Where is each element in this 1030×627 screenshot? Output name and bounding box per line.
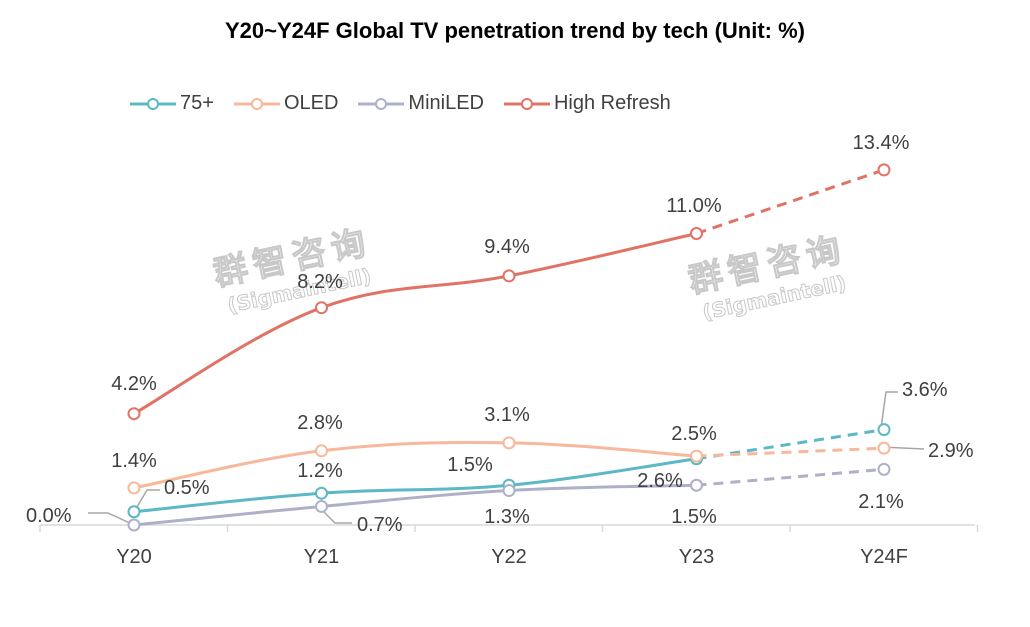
- data-point[interactable]: [690, 449, 703, 463]
- label-leader-line: [880, 391, 898, 429]
- data-label: 2.5%: [671, 423, 717, 445]
- data-point[interactable]: [502, 436, 516, 450]
- series-forecast-line-1: [696, 446, 885, 458]
- legend-item-high-refresh[interactable]: High Refresh: [503, 92, 671, 115]
- series-line-2: [133, 483, 697, 527]
- data-label: 2.9%: [928, 440, 974, 462]
- data-label: 13.4%: [853, 132, 910, 154]
- series-line-0: [133, 457, 697, 514]
- data-label: 0.5%: [164, 477, 210, 499]
- x-tick-label: Y24F: [860, 546, 908, 568]
- data-point[interactable]: [127, 407, 141, 421]
- data-label: 3.1%: [484, 404, 530, 426]
- data-label: 11.0%: [666, 195, 721, 217]
- legend-marker-oled: [233, 97, 280, 110]
- legend-marker-miniled: [358, 97, 405, 110]
- data-label: 4.2%: [111, 373, 157, 395]
- x-tick-label: Y20: [116, 546, 152, 568]
- label-leader-line: [319, 507, 352, 524]
- data-point[interactable]: [127, 505, 141, 519]
- data-label: 2.8%: [297, 412, 343, 434]
- x-tick-label: Y23: [679, 546, 715, 568]
- data-label: 0.0%: [26, 505, 72, 527]
- series-forecast-line-2: [696, 467, 885, 487]
- data-label: 1.5%: [671, 506, 717, 528]
- legend-item-miniled[interactable]: MiniLED: [358, 92, 484, 115]
- series-line-3: [133, 232, 697, 416]
- label-leader-line: [88, 512, 135, 526]
- data-label: 9.4%: [484, 236, 530, 258]
- data-point[interactable]: [315, 301, 328, 315]
- data-label: 1.3%: [484, 506, 530, 528]
- data-label: 2.6%: [637, 470, 683, 492]
- data-point[interactable]: [877, 163, 891, 177]
- data-label: 0.7%: [357, 514, 403, 536]
- x-tick-label: Y21: [304, 546, 340, 568]
- legend-marker-high-refresh: [503, 97, 550, 110]
- label-leader-line: [133, 489, 160, 513]
- x-tick-label: Y22: [491, 546, 527, 568]
- legend-marker-75plus: [130, 97, 176, 110]
- data-point[interactable]: [690, 227, 703, 240]
- data-label: 1.5%: [447, 454, 493, 476]
- data-point[interactable]: [690, 478, 703, 492]
- data-point[interactable]: [315, 486, 328, 500]
- data-point[interactable]: [502, 484, 516, 498]
- data-point[interactable]: [127, 481, 141, 495]
- legend-label-high-refresh: High Refresh: [553, 92, 671, 114]
- data-point[interactable]: [877, 423, 891, 437]
- series-forecast-line-0: [696, 428, 885, 461]
- series-line-1: [133, 441, 697, 490]
- data-label: 3.6%: [902, 379, 948, 401]
- data-point[interactable]: [315, 444, 328, 458]
- data-label: 1.4%: [111, 450, 157, 472]
- data-point[interactable]: [877, 441, 891, 455]
- legend-item-oled[interactable]: OLED: [233, 92, 339, 115]
- legend: 75+ OLED MiniLED High Refresh: [130, 92, 691, 115]
- legend-item-75plus[interactable]: 75+: [130, 92, 214, 115]
- data-point[interactable]: [127, 518, 141, 532]
- data-point[interactable]: [502, 269, 516, 283]
- data-point[interactable]: [315, 499, 328, 513]
- data-point[interactable]: [877, 462, 891, 476]
- legend-label-miniled: MiniLED: [408, 92, 484, 114]
- legend-label-oled: OLED: [283, 92, 339, 114]
- legend-label-75plus: 75+: [180, 92, 214, 114]
- data-label: 8.2%: [297, 271, 343, 293]
- chart-title: Y20~Y24F Global TV penetration trend by …: [224, 18, 806, 43]
- data-label: 1.2%: [297, 460, 343, 482]
- series-forecast-line-3: [696, 168, 885, 235]
- data-label: 2.1%: [858, 491, 904, 513]
